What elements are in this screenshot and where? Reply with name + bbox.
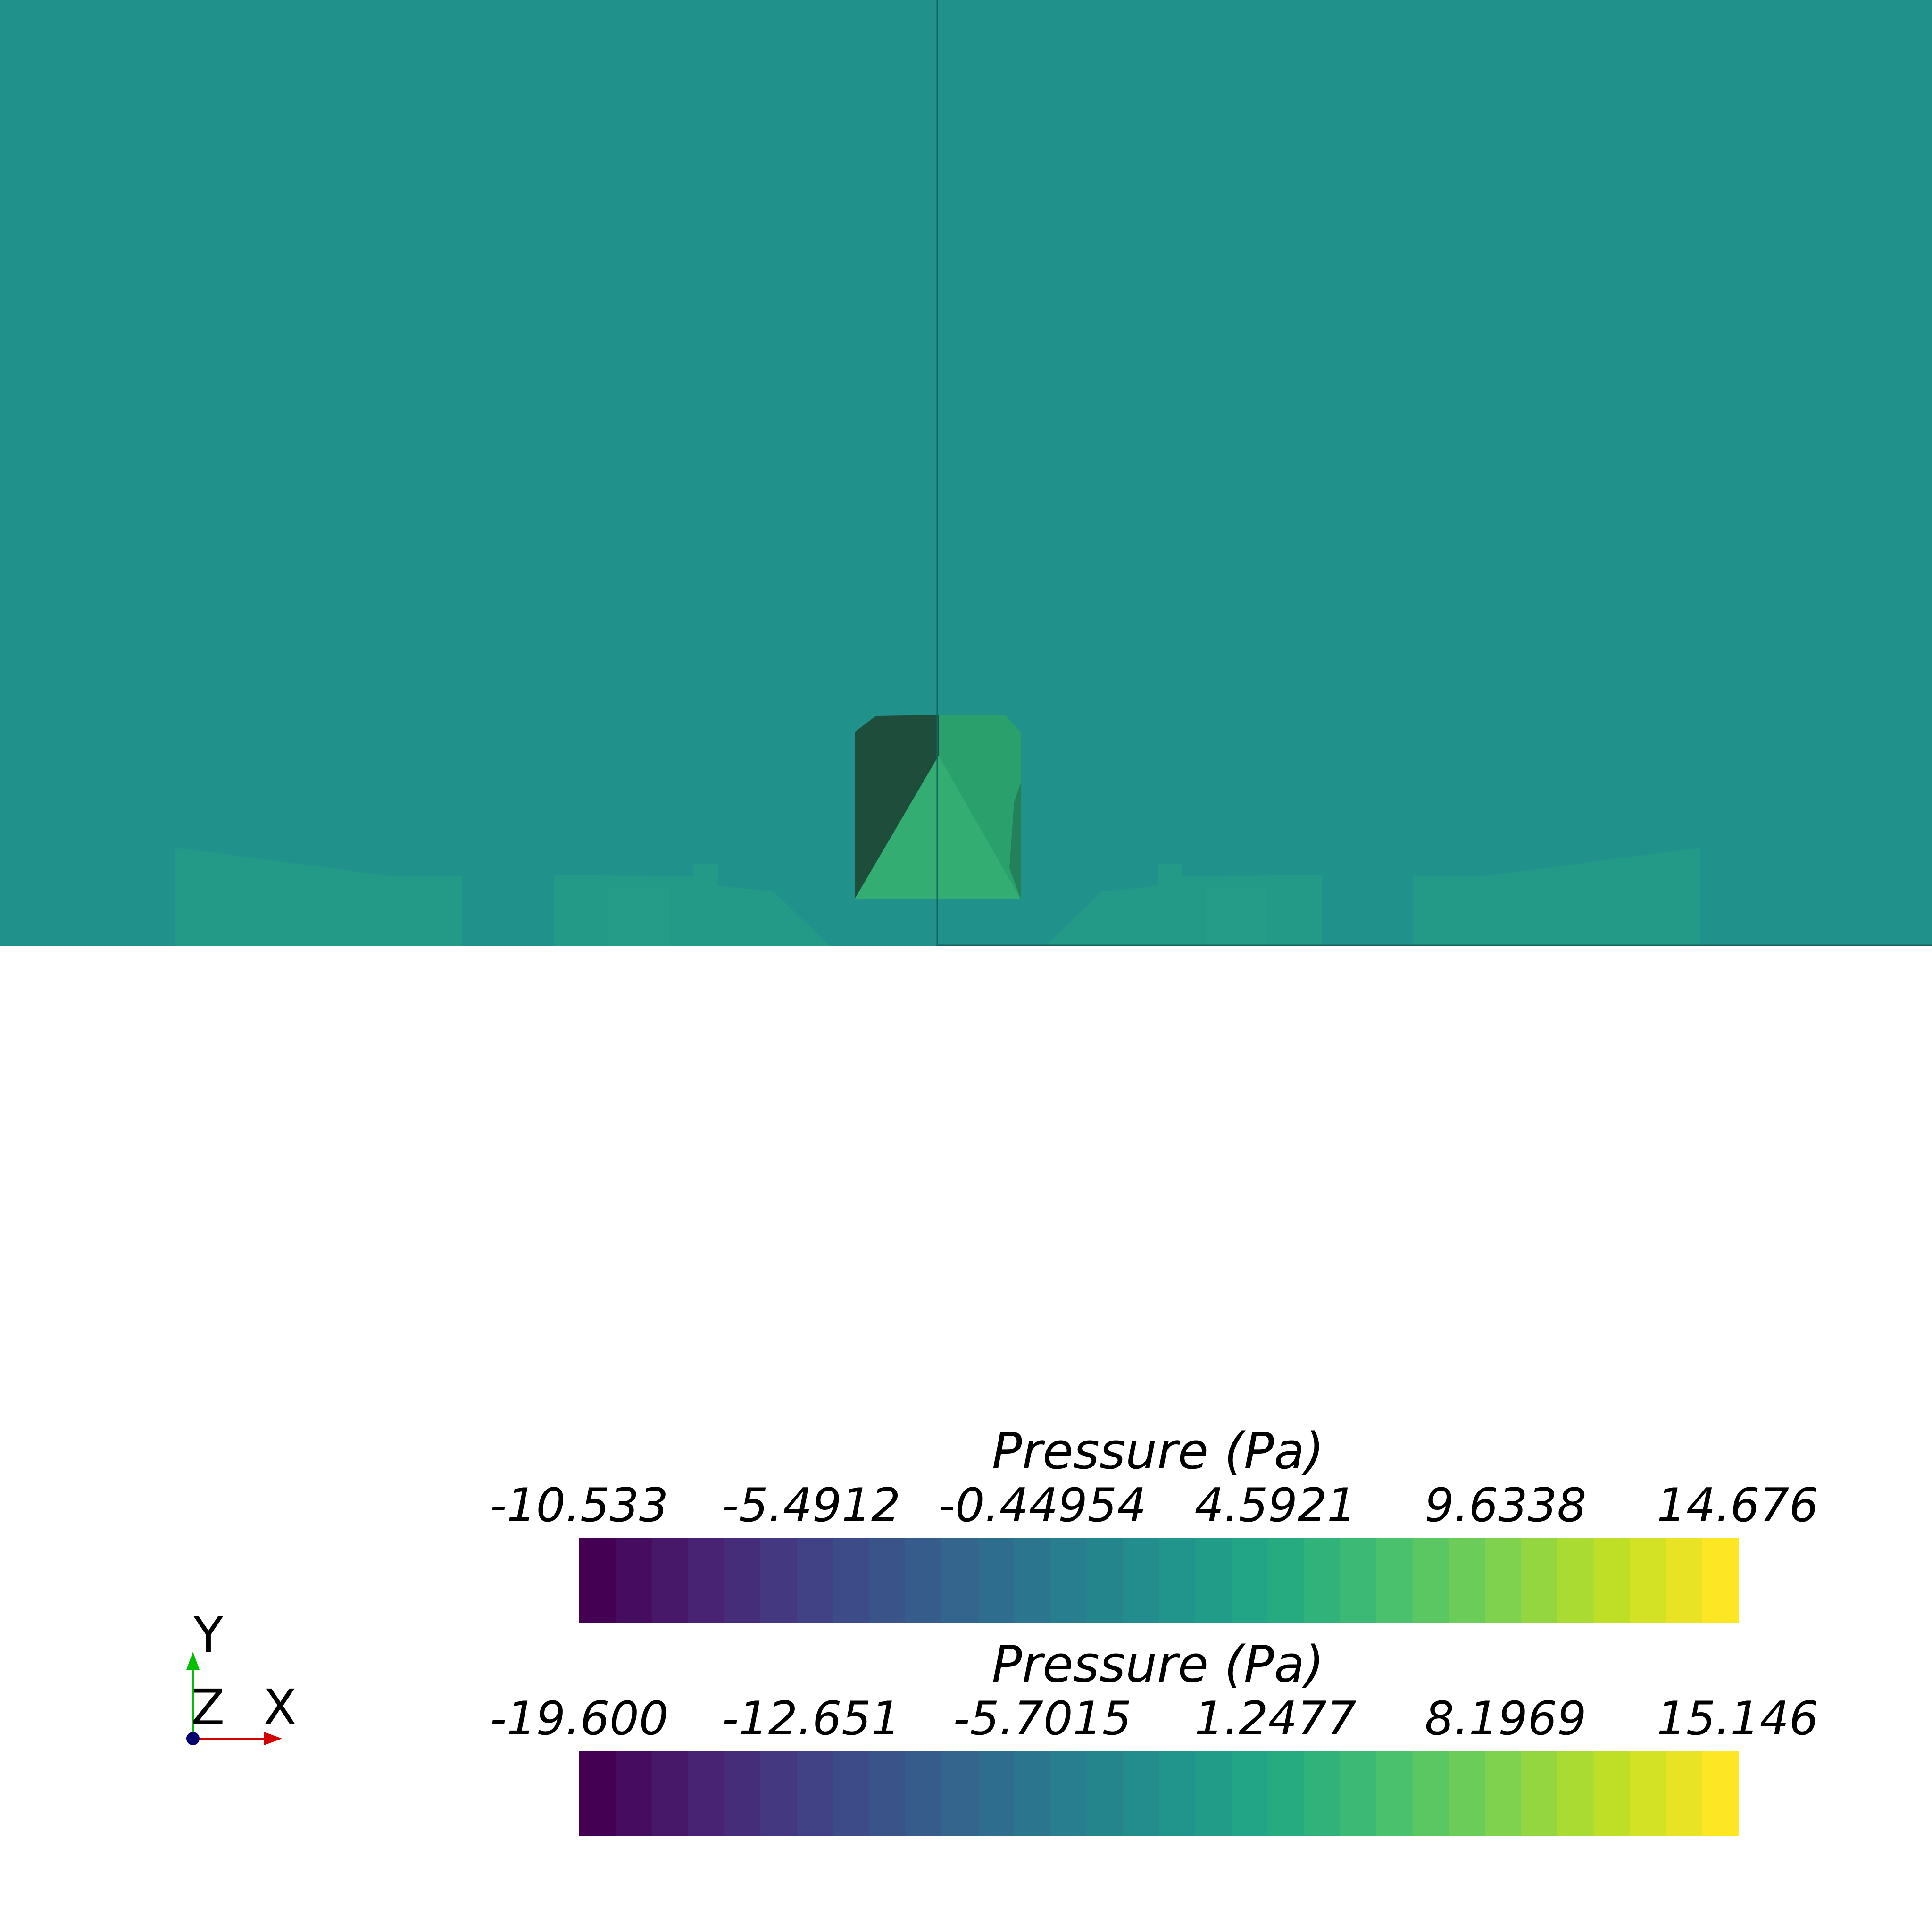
colorbar-band [615, 1538, 652, 1623]
colorbar-band [1702, 1538, 1739, 1623]
colorbar-band [1593, 1751, 1631, 1836]
colorbar-band [651, 1538, 689, 1623]
colorbar-band [869, 1538, 906, 1623]
colorbar-band [1521, 1751, 1558, 1836]
colorbar-band [1485, 1538, 1522, 1623]
colorbar-1-ticks: -10.533 -5.4912 -0.44954 4.5921 9.6338 1… [490, 1479, 1819, 1532]
colorbar-band [1593, 1538, 1631, 1623]
y-axis-arrowhead-icon [186, 1652, 200, 1670]
colorbar-band [1014, 1751, 1051, 1836]
colorbar-band [1485, 1751, 1522, 1836]
orientation-axes[interactable]: Y Z X [186, 1606, 297, 1745]
colorbar-1-title: Pressure (Pa) [992, 1422, 1324, 1480]
colorbar-band [1304, 1751, 1341, 1836]
colorbar-band [796, 1751, 833, 1836]
colorbar-band [1666, 1538, 1703, 1623]
colorbar-band [1412, 1538, 1449, 1623]
colorbar-band [1666, 1751, 1703, 1836]
colorbar-band [1340, 1751, 1377, 1836]
colorbar-1-tick: 4.5921 [1195, 1479, 1357, 1532]
colorbar-band [1159, 1538, 1196, 1623]
colorbar-legend-2: Pressure (Pa) -19.600 -12.651 -5.7015 1.… [490, 1635, 1819, 1836]
colorbar-1-tick: 14.676 [1657, 1479, 1819, 1532]
colorbar-1-gradient [579, 1538, 1739, 1623]
colorbar-band [760, 1751, 797, 1836]
colorbar-2-title: Pressure (Pa) [992, 1635, 1324, 1693]
colorbar-band [1557, 1751, 1594, 1836]
ground-features-left [175, 848, 830, 946]
colorbar-band [905, 1538, 942, 1623]
colorbar-band [1195, 1538, 1232, 1623]
colorbar-1-tick: -5.4912 [722, 1479, 900, 1532]
colorbar-band [724, 1538, 761, 1623]
colorbar-2-tick: 8.1969 [1425, 1692, 1587, 1746]
colorbar-band [1267, 1538, 1304, 1623]
colorbar-2-tick: 15.146 [1657, 1692, 1819, 1746]
y-axis-label: Y [193, 1606, 224, 1664]
colorbar-band [1123, 1538, 1159, 1623]
center-body-shadow-face [855, 715, 939, 899]
colorbar-band [1449, 1751, 1485, 1836]
colorbar-band [1231, 1538, 1268, 1623]
colorbar-band [1195, 1751, 1232, 1836]
colorbar-band [905, 1751, 942, 1836]
x-axis-arrowhead-icon [264, 1732, 282, 1745]
pressure-field-slice [0, 0, 1932, 946]
colorbar-band [1340, 1538, 1377, 1623]
colorbar-band [1376, 1751, 1413, 1836]
colorbar-1-tick: 9.6338 [1425, 1479, 1587, 1532]
colorbar-2-ticks: -19.600 -12.651 -5.7015 1.2477 8.1969 15… [490, 1692, 1819, 1746]
colorbar-band [1123, 1751, 1159, 1836]
ground-features-right [1045, 848, 1700, 946]
colorbar-2-tick: -5.7015 [953, 1692, 1132, 1746]
colorbar-band [688, 1751, 724, 1836]
colorbar-band [1050, 1751, 1087, 1836]
colorbar-band [1267, 1751, 1304, 1836]
colorbar-band [1159, 1751, 1196, 1836]
colorbar-band [1376, 1538, 1413, 1623]
colorbar-band [1412, 1751, 1449, 1836]
colorbar-band [833, 1751, 870, 1836]
colorbar-band [833, 1538, 870, 1623]
colorbar-band [651, 1751, 689, 1836]
colorbar-band [760, 1538, 797, 1623]
colorbar-band [615, 1751, 652, 1836]
colorbar-1-tick: -10.533 [490, 1479, 668, 1532]
colorbar-band [724, 1751, 761, 1836]
colorbar-2-tick: -12.651 [722, 1692, 900, 1746]
colorbar-band [1086, 1751, 1123, 1836]
x-axis-label: X [263, 1679, 297, 1736]
z-axis-dot-icon [186, 1732, 200, 1745]
colorbar-band [1231, 1751, 1268, 1836]
colorbar-2-gradient [579, 1751, 1739, 1836]
colorbar-band [977, 1538, 1015, 1623]
colorbar-band [1630, 1538, 1666, 1623]
colorbar-band [1449, 1538, 1485, 1623]
colorbar-2-tick: -19.600 [490, 1692, 668, 1746]
colorbar-band [1086, 1538, 1123, 1623]
colorbar-band [579, 1751, 616, 1836]
colorbar-band [941, 1538, 978, 1623]
center-body-right-edge-shade [1009, 783, 1021, 899]
colorbar-band [1050, 1538, 1087, 1623]
colorbar-band [1014, 1538, 1051, 1623]
colorbar-band [977, 1751, 1015, 1836]
colorbar-band [1557, 1538, 1594, 1623]
colorbar-band [796, 1538, 833, 1623]
colorbar-band [941, 1751, 978, 1836]
colorbar-band [1521, 1538, 1558, 1623]
colorbar-legend-1: Pressure (Pa) -10.533 -5.4912 -0.44954 4… [490, 1422, 1819, 1623]
colorbar-band [579, 1538, 616, 1623]
colorbar-1-tick: -0.44954 [939, 1479, 1147, 1532]
colorbar-band [1304, 1538, 1341, 1623]
colorbar-2-tick: 1.2477 [1195, 1692, 1357, 1746]
center-body-right-face [939, 715, 1021, 899]
colorbar-band [1702, 1751, 1739, 1836]
z-axis-label: Z [191, 1679, 225, 1736]
colorbar-band [869, 1751, 906, 1836]
colorbar-band [1630, 1751, 1666, 1836]
colorbar-band [688, 1538, 724, 1623]
